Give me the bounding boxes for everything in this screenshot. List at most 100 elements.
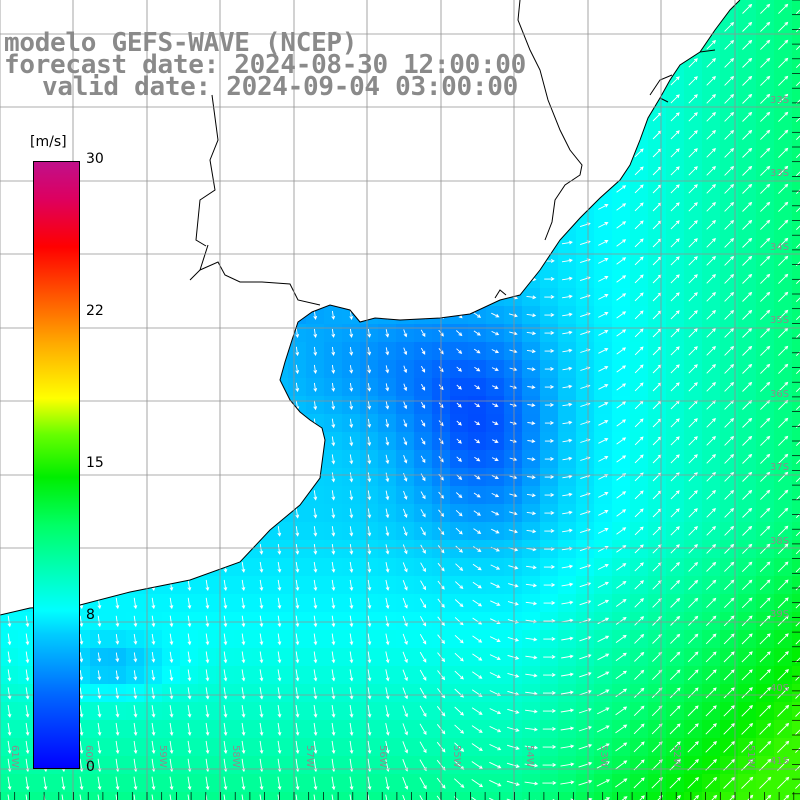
wind-arrow (420, 202, 426, 212)
wind-arrow (579, 42, 591, 48)
wind-speed-cell (216, 126, 235, 145)
wind-arrow (7, 740, 12, 755)
wind-speed-cell (414, 216, 433, 235)
wind-arrow (79, 292, 84, 303)
wind-arrow (7, 561, 12, 573)
wind-arrow (742, 327, 753, 338)
wind-arrow (187, 722, 192, 736)
wind-speed-cell (792, 324, 800, 343)
wind-speed-cell (126, 108, 145, 127)
wind-arrow (420, 40, 426, 50)
wind-arrow (295, 328, 300, 339)
wind-arrow (760, 363, 771, 374)
wind-arrow (223, 220, 228, 231)
wind-arrow (723, 615, 735, 627)
wind-speed-cell (180, 324, 199, 343)
wind-arrow (187, 328, 192, 339)
wind-arrow (670, 22, 680, 32)
wind-arrow (688, 22, 698, 32)
wind-speed-cell (126, 540, 145, 559)
wind-arrow (455, 203, 464, 211)
wind-arrow (367, 597, 372, 610)
wind-arrow (277, 544, 282, 555)
wind-arrow (777, 579, 789, 591)
wind-arrow (205, 382, 210, 393)
wind-arrow (724, 111, 735, 122)
wind-arrow (670, 4, 680, 14)
wind-arrow (402, 526, 408, 537)
wind-arrow (25, 508, 30, 519)
wind-arrow (385, 329, 390, 338)
wind-speed-cell (162, 414, 181, 433)
wind-speed-cell (162, 306, 181, 325)
wind-speed-cell (108, 180, 127, 199)
wind-speed-cell (792, 522, 800, 541)
wind-arrow (241, 687, 246, 700)
wind-arrow (526, 151, 537, 156)
wind-arrow (742, 111, 753, 122)
wind-arrow (187, 615, 192, 628)
wind-arrow (420, 238, 426, 248)
wind-arrow (133, 130, 138, 141)
wind-arrow (507, 726, 520, 732)
wind-arrow (795, 561, 800, 573)
wind-speed-cell (198, 486, 217, 505)
wind-speed-cell (108, 378, 127, 397)
wind-arrow (133, 597, 138, 610)
wind-arrow (561, 636, 574, 641)
wind-speed-cell (198, 504, 217, 523)
wind-arrow (492, 403, 499, 407)
wind-arrow (455, 221, 464, 229)
wind-arrow (615, 598, 627, 607)
wind-speed-cell (180, 360, 199, 379)
wind-arrow (508, 187, 519, 192)
wind-arrow (402, 202, 408, 213)
wind-speed-cell (162, 504, 181, 523)
wind-arrow (367, 490, 372, 501)
wind-arrow (403, 437, 408, 446)
wind-arrow (295, 382, 300, 393)
wind-arrow (169, 256, 174, 267)
wind-arrow (241, 436, 246, 447)
wind-speed-cell (252, 396, 271, 415)
wind-arrow (151, 418, 156, 429)
wind-arrow (795, 507, 800, 519)
wind-speed-cell (540, 144, 559, 163)
wind-arrow (115, 508, 120, 519)
wind-arrow (579, 114, 591, 120)
wind-arrow (706, 130, 716, 140)
wind-speed-cell (486, 0, 505, 19)
wind-arrow (295, 633, 300, 646)
wind-arrow (277, 722, 282, 736)
wind-arrow (795, 399, 800, 411)
wind-arrow (706, 382, 716, 392)
wind-arrow (79, 633, 84, 645)
wind-arrow (331, 4, 336, 15)
wind-speed-cell (54, 792, 73, 800)
wind-speed-cell (594, 72, 613, 91)
wind-arrow (634, 364, 644, 374)
wind-arrow (367, 579, 372, 592)
wind-arrow (598, 186, 609, 192)
wind-arrow (295, 526, 300, 537)
wind-arrow (25, 238, 30, 249)
wind-arrow (169, 112, 174, 123)
wind-arrow (223, 454, 228, 465)
wind-arrow (616, 527, 627, 535)
wind-arrow (634, 184, 644, 194)
wind-arrow (527, 403, 536, 408)
wind-arrow (313, 436, 318, 447)
wind-speed-cell (306, 180, 325, 199)
wind-arrow (313, 633, 318, 646)
wind-arrow (241, 472, 246, 483)
wind-arrow (616, 5, 627, 13)
wind-speed-cell (792, 666, 800, 685)
wind-arrow (349, 400, 354, 411)
wind-speed-cell (504, 126, 523, 145)
wind-arrow (544, 511, 555, 515)
wind-arrow (706, 184, 716, 194)
wind-arrow (742, 165, 753, 176)
wind-speed-cell (792, 360, 800, 379)
wind-arrow (598, 510, 609, 516)
wind-arrow (420, 509, 426, 518)
